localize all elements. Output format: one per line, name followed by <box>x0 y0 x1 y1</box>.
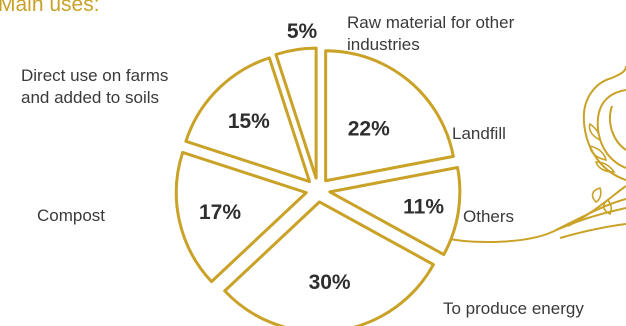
pie-slice <box>174 150 308 284</box>
label-line: and added to soils <box>21 88 159 107</box>
slice-value-label: 5% <box>287 20 318 43</box>
slice-category-label: Landfill <box>452 124 506 143</box>
label-line: Landfill <box>452 124 506 143</box>
slice-category-label: To produce energy <box>443 299 584 318</box>
slice-value-label: 11% <box>403 196 444 219</box>
label-line: To produce energy <box>443 299 584 318</box>
slice-value-label: 30% <box>309 271 351 294</box>
slice-category-label: Others <box>463 207 514 226</box>
label-line: industries <box>347 35 420 54</box>
label-line: Others <box>463 207 514 226</box>
label-line: Compost <box>37 206 105 225</box>
chart-heading: Main uses: <box>0 0 100 16</box>
pie-slice <box>184 56 312 184</box>
slice-value-label: 17% <box>199 201 241 224</box>
slice-value-label: 22% <box>348 118 390 141</box>
label-line: Direct use on farms <box>21 66 168 85</box>
pie-slice <box>324 49 455 183</box>
slice-category-label: Raw material for other industries <box>347 13 515 54</box>
label-line: Raw material for other <box>347 13 515 32</box>
slice-category-label: Direct use on farms and added to soils <box>21 66 168 107</box>
pie-slice <box>274 46 318 180</box>
pie-slice <box>223 200 435 326</box>
decorative-swirl-illustration <box>437 65 626 243</box>
slice-value-label: 15% <box>228 110 270 133</box>
pie-slice <box>328 166 462 257</box>
slice-category-label: Compost <box>37 206 105 225</box>
